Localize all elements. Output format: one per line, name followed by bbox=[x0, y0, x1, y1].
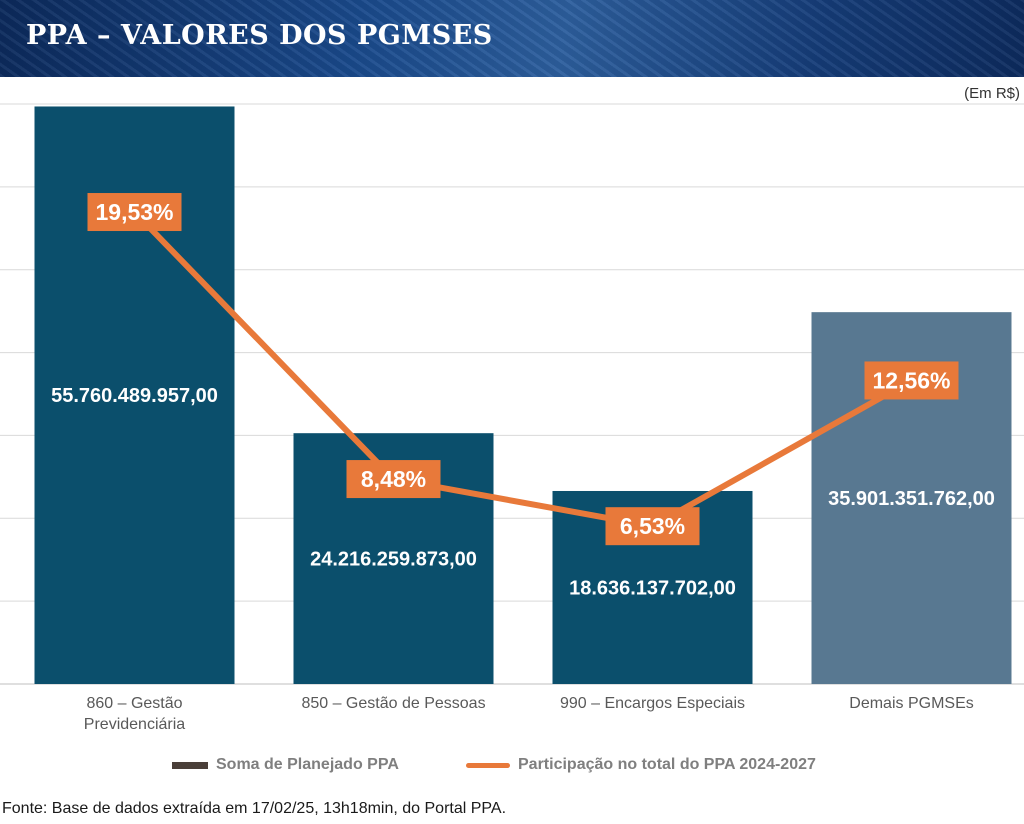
source-footnote: Fonte: Base de dados extraída em 17/02/2… bbox=[2, 800, 507, 817]
combo-chart: 55.760.489.957,00 24.216.259.873,00 18.636… bbox=[0, 103, 1024, 733]
bar-value-labels: 55.760.489.957,00 24.216.259.873,00 18.636… bbox=[51, 385, 995, 599]
participation-line bbox=[131, 209, 915, 530]
pct-label: 8,48% bbox=[361, 466, 426, 492]
legend-item-line: Participação no total do PPA 2024-2027 bbox=[466, 756, 816, 774]
legend-label-line: Participação no total do PPA 2024-2027 bbox=[518, 756, 816, 773]
legend: Soma de Planejado PPA Participação no to… bbox=[0, 756, 1024, 780]
bar-value-label: 24.216.259.873,00 bbox=[310, 549, 477, 571]
legend-swatch-bar bbox=[172, 761, 208, 769]
pct-label: 19,53% bbox=[95, 199, 173, 225]
pct-label-box bbox=[605, 507, 700, 546]
percentage-labels: 19,53% 8,48% 6,53% 12,56% bbox=[87, 193, 959, 546]
bar-value-label: 35.901.351.762,00 bbox=[828, 488, 995, 510]
header-background-texture bbox=[0, 0, 1024, 77]
unit-note: (Em R$) bbox=[964, 85, 1020, 102]
pct-label: 6,53% bbox=[620, 513, 685, 539]
pct-label-box bbox=[346, 460, 441, 499]
category-labels: 860 – Gestão Previdenciária 850 – Gestão d… bbox=[84, 695, 974, 733]
chart-header: PPA – VALORES DOS PGMSES bbox=[0, 0, 1024, 77]
category-label: 990 – Encargos Especiais bbox=[560, 695, 745, 712]
category-label: 850 – Gestão de Pessoas bbox=[301, 695, 485, 712]
pct-label: 12,56% bbox=[872, 367, 950, 393]
legend-label-bar: Soma de Planejado PPA bbox=[216, 756, 399, 773]
pct-label-box bbox=[864, 361, 959, 400]
bar-value-label: 18.636.137.702,00 bbox=[569, 577, 736, 599]
bar-value-label: 55.760.489.957,00 bbox=[51, 385, 218, 407]
category-label: Demais PGMSEs bbox=[849, 695, 973, 712]
pct-label-box bbox=[87, 193, 182, 232]
chart-title: PPA – VALORES DOS PGMSES bbox=[26, 20, 493, 51]
line-series bbox=[131, 209, 915, 530]
legend-item-bar: Soma de Planejado PPA bbox=[172, 756, 399, 774]
category-label: 860 – Gestão Previdenciária bbox=[84, 695, 185, 733]
legend-swatch-line bbox=[466, 762, 510, 768]
